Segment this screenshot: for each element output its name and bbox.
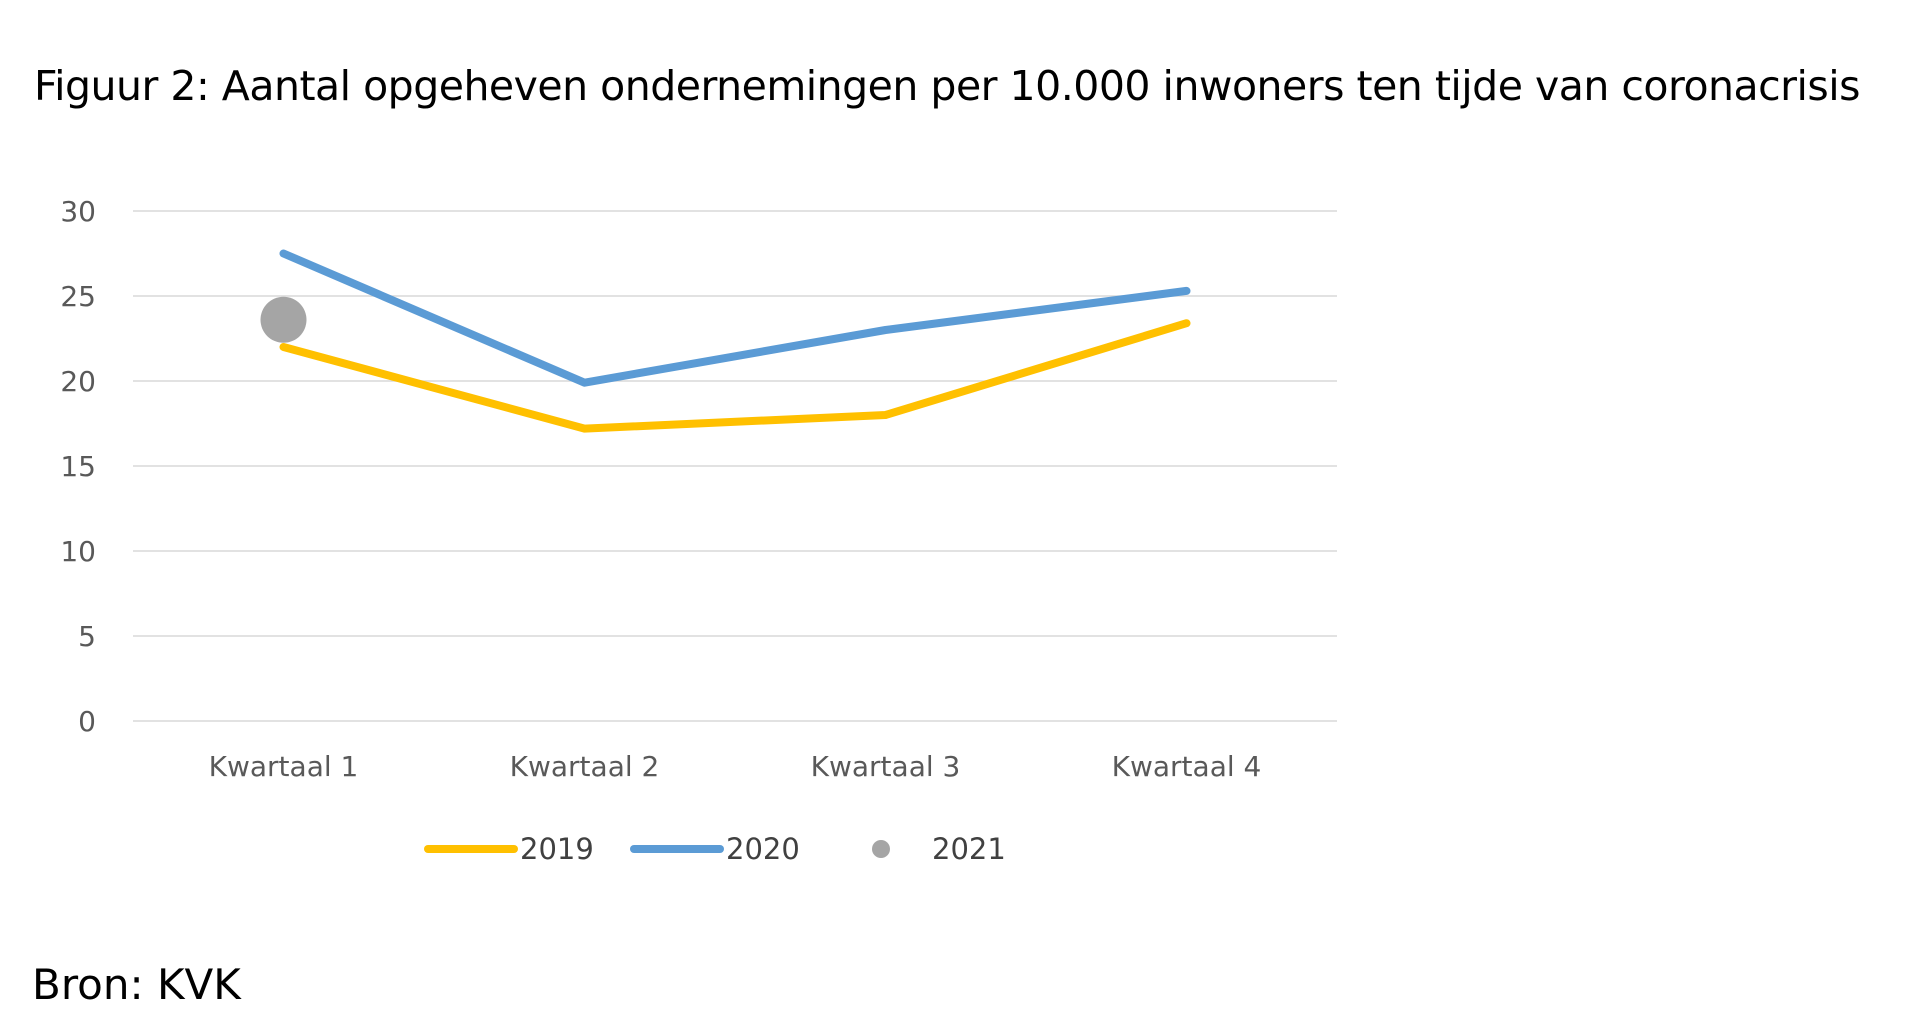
y-tick-label: 30 <box>60 195 96 228</box>
series-line-2019 <box>279 319 1191 433</box>
legend-label: 2020 <box>726 832 800 866</box>
y-tick-label: 15 <box>60 450 96 483</box>
x-tick-label: Kwartaal 1 <box>209 750 359 783</box>
x-tick-label: Kwartaal 4 <box>1112 750 1262 783</box>
y-tick-label: 20 <box>60 365 96 398</box>
series-2019 <box>279 319 1191 433</box>
gridlines <box>133 210 1337 722</box>
plot-series <box>260 249 1191 433</box>
legend-label: 2021 <box>932 832 1006 866</box>
legend-item-2019: 2019 <box>424 832 594 866</box>
series-2020 <box>279 249 1191 387</box>
x-axis-tick-labels: Kwartaal 1 Kwartaal 2 Kwartaal 3 Kwartaal 4 <box>209 750 1262 783</box>
source-note: Bron: KVK <box>32 960 241 1009</box>
chart-title: Figuur 2: Aantal opgeheven ondernemingen… <box>34 62 1861 110</box>
y-tick-label: 25 <box>60 280 96 313</box>
x-tick-label: Kwartaal 3 <box>811 750 961 783</box>
y-axis-tick-labels: 0 5 10 15 20 25 30 <box>60 195 96 738</box>
series-line-2020 <box>279 249 1191 387</box>
legend-label: 2019 <box>520 832 594 866</box>
legend-item-2020: 2020 <box>630 832 800 866</box>
y-tick-label: 0 <box>78 705 96 738</box>
x-tick-label: Kwartaal 2 <box>510 750 660 783</box>
legend-item-2021: 2021 <box>872 832 1006 866</box>
series-2021 <box>260 296 307 343</box>
legend-swatch-2021 <box>872 840 890 858</box>
y-tick-label: 5 <box>78 620 96 653</box>
legend: 2019 2020 2021 <box>424 832 1006 866</box>
y-tick-label: 10 <box>60 535 96 568</box>
data-point-2021 <box>260 296 307 343</box>
